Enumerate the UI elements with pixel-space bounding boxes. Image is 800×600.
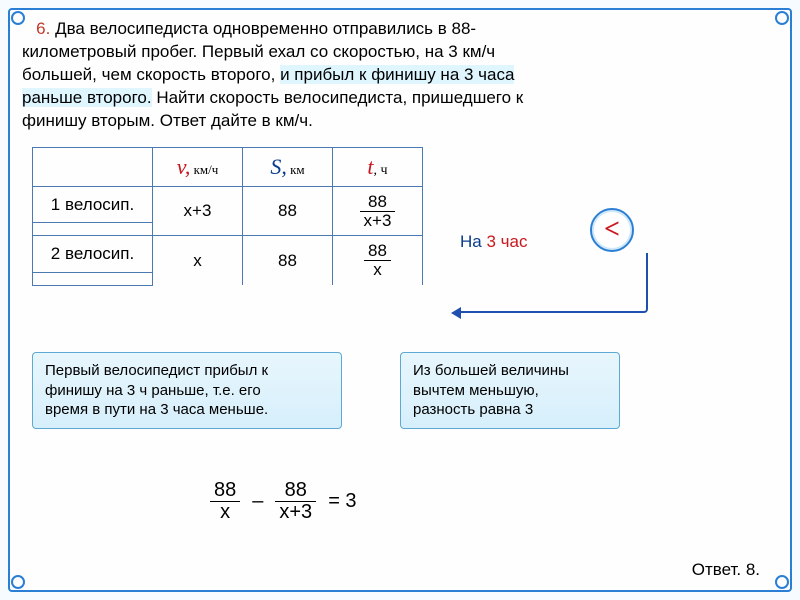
connector-arrow-line (458, 257, 648, 313)
fraction: 88 x+3 (275, 480, 316, 523)
equals-result: = 3 (328, 490, 356, 513)
note-line: вычтем меньшую, (413, 382, 539, 399)
fraction-numerator: 88 (360, 193, 396, 212)
note-box-left: Первый велосипедист прибыл к финишу на 3… (32, 352, 342, 429)
spacer-cell (33, 223, 153, 236)
side-note-red: 3 час (486, 232, 527, 251)
table-row: 2 велосип. x 88 88 x (33, 236, 423, 272)
problem-line: финишу вторым. Ответ дайте в км/ч. (22, 111, 313, 130)
table-cell-empty (33, 147, 153, 186)
header-unit: , ч (374, 163, 388, 178)
note-line: финишу на 3 ч раньше, т.е. его (45, 382, 261, 399)
header-unit: км/ч (190, 162, 218, 177)
cell-t1: 88 x+3 (333, 186, 423, 236)
minus-sign: – (252, 490, 263, 513)
problem-line: большей, чем скорость второго, (22, 65, 280, 84)
row-label: 1 велосип. (33, 186, 153, 223)
table-header-s: S, км (243, 147, 333, 186)
fraction-denominator: x+3 (275, 502, 316, 523)
cell-v1: x+3 (153, 186, 243, 236)
answer-text: Ответ. 8. (692, 560, 760, 580)
problem-text: 6. Два велосипедиста одновременно отправ… (22, 18, 778, 133)
note-line: время в пути на 3 часа меньше. (45, 401, 268, 418)
fraction: 88 x (210, 480, 240, 523)
fraction-numerator: 88 (275, 480, 316, 502)
note-box-right: Из большей величины вычтем меньшую, разн… (400, 352, 620, 429)
connector-arrow-line (646, 253, 648, 259)
problem-line: километровый пробег. Первый ехал со скор… (22, 42, 495, 61)
problem-highlight: раньше второго. (22, 88, 152, 107)
less-than-symbol: < (604, 214, 620, 246)
header-symbol: S, (270, 154, 287, 179)
problem-line: Найти скорость велосипедиста, пришедшего… (152, 88, 524, 107)
slide-content: 6. Два велосипедиста одновременно отправ… (22, 18, 778, 582)
problem-number: 6. (36, 19, 50, 38)
problem-highlight: и прибыл к финишу на 3 часа (280, 65, 514, 84)
table-header-row: v, км/ч S, км t, ч (33, 147, 423, 186)
header-unit: км (287, 162, 305, 177)
side-note: На 3 час (460, 232, 527, 252)
header-symbol: v, (177, 154, 191, 179)
table-header-v: v, км/ч (153, 147, 243, 186)
less-than-badge: < (590, 208, 634, 252)
note-line: разность равна 3 (413, 401, 533, 418)
cell-s1: 88 (243, 186, 333, 236)
fraction-numerator: 88 (364, 242, 391, 261)
spacer-cell (33, 272, 153, 285)
table-row: 1 велосип. x+3 88 88 x+3 (33, 186, 423, 223)
cell-t2: 88 x (333, 236, 423, 285)
final-equation: 88 x – 88 x+3 = 3 (210, 480, 357, 523)
cell-v2: x (153, 236, 243, 285)
fraction-denominator: x (364, 261, 391, 279)
side-note-text: На (460, 232, 486, 251)
fraction: 88 x+3 (360, 193, 396, 230)
fraction: 88 x (364, 242, 391, 279)
note-line: Из большей величины (413, 362, 569, 379)
arrowhead-icon (451, 307, 461, 319)
cell-s2: 88 (243, 236, 333, 285)
table-header-t: t, ч (333, 147, 423, 186)
note-line: Первый велосипедист прибыл к (45, 362, 268, 379)
fraction-numerator: 88 (210, 480, 240, 502)
fraction-denominator: x (210, 502, 240, 523)
row-label: 2 велосип. (33, 236, 153, 272)
answer-value: 8. (746, 560, 760, 579)
answer-label: Ответ. (692, 560, 746, 579)
problem-data-table: v, км/ч S, км t, ч 1 велосип. x+3 88 88 … (32, 147, 423, 286)
fraction-denominator: x+3 (360, 212, 396, 230)
problem-line: Два велосипедиста одновременно отправили… (50, 19, 476, 38)
